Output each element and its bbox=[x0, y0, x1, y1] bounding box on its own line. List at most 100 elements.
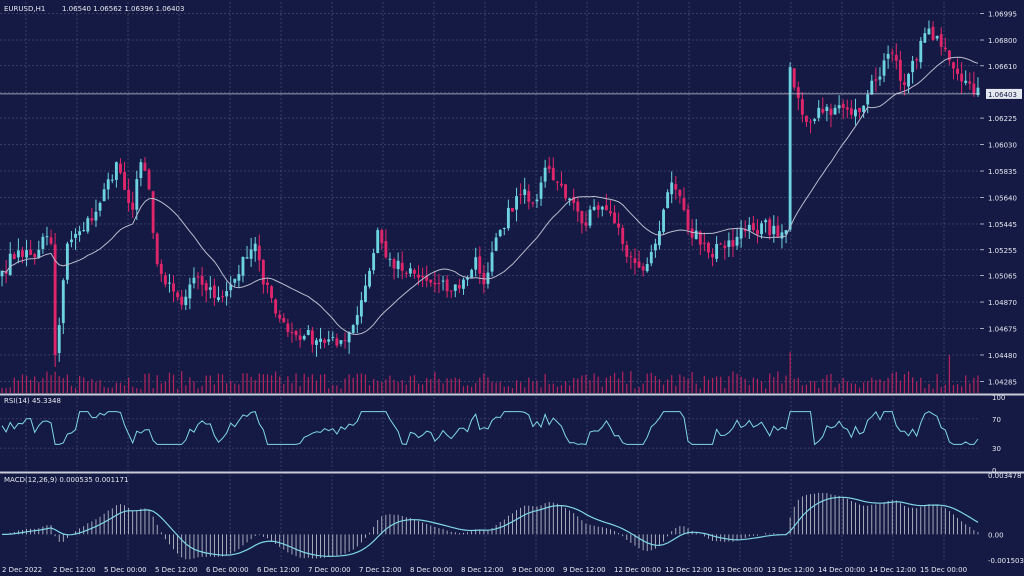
candle-body[interactable] bbox=[261, 259, 265, 285]
candle-body[interactable] bbox=[968, 81, 972, 84]
candle-body[interactable] bbox=[21, 250, 24, 257]
candle-body[interactable] bbox=[453, 284, 457, 291]
candle-body[interactable] bbox=[972, 83, 976, 94]
candle-body[interactable] bbox=[12, 254, 16, 259]
candle-body[interactable] bbox=[37, 249, 41, 258]
candle-body[interactable] bbox=[82, 230, 86, 232]
candle-body[interactable] bbox=[674, 184, 678, 190]
candle-body[interactable] bbox=[70, 239, 73, 243]
candle-body[interactable] bbox=[139, 162, 143, 179]
candle-body[interactable] bbox=[41, 236, 45, 249]
candle-body[interactable] bbox=[592, 206, 596, 210]
candle-body[interactable] bbox=[413, 269, 416, 274]
candle-body[interactable] bbox=[641, 266, 645, 271]
candle-body[interactable] bbox=[437, 282, 441, 284]
candle-body[interactable] bbox=[935, 36, 939, 39]
candle-body[interactable] bbox=[751, 223, 755, 231]
candle-body[interactable] bbox=[694, 230, 698, 240]
candle-body[interactable] bbox=[702, 242, 706, 244]
candle-body[interactable] bbox=[425, 275, 429, 281]
candle-body[interactable] bbox=[114, 162, 118, 180]
candle-body[interactable] bbox=[723, 245, 727, 249]
candle-body[interactable] bbox=[976, 87, 980, 96]
candle-body[interactable] bbox=[29, 249, 33, 256]
candle-body[interactable] bbox=[359, 300, 363, 317]
candle-body[interactable] bbox=[351, 325, 355, 333]
candle-body[interactable] bbox=[756, 229, 759, 235]
candle-body[interactable] bbox=[584, 222, 588, 226]
rsi-panel[interactable]: 100 70 30 0 bbox=[0, 394, 1005, 475]
candle-body[interactable] bbox=[837, 105, 841, 109]
candle-body[interactable] bbox=[490, 252, 494, 272]
candle-body[interactable] bbox=[302, 335, 306, 340]
candle-body[interactable] bbox=[613, 212, 616, 224]
candle-body[interactable] bbox=[511, 207, 514, 212]
candle-body[interactable] bbox=[690, 228, 694, 238]
candle-body[interactable] bbox=[788, 67, 792, 230]
candle-body[interactable] bbox=[535, 199, 539, 202]
candle-body[interactable] bbox=[290, 332, 294, 334]
candle-body[interactable] bbox=[731, 240, 735, 247]
candle-body[interactable] bbox=[396, 260, 400, 270]
candle-body[interactable] bbox=[376, 230, 380, 253]
candle-body[interactable] bbox=[364, 285, 367, 302]
candle-body[interactable] bbox=[780, 232, 784, 239]
candle-body[interactable] bbox=[119, 163, 122, 173]
candle-body[interactable] bbox=[658, 231, 661, 246]
candle-body[interactable] bbox=[392, 259, 396, 269]
candle-body[interactable] bbox=[478, 256, 482, 274]
candle-body[interactable] bbox=[78, 231, 82, 236]
candle-body[interactable] bbox=[715, 244, 719, 259]
candle-body[interactable] bbox=[927, 28, 931, 35]
candle-body[interactable] bbox=[159, 263, 163, 274]
candle-body[interactable] bbox=[421, 275, 425, 278]
candle-body[interactable] bbox=[384, 241, 388, 258]
candle-body[interactable] bbox=[596, 205, 600, 210]
candle-body[interactable] bbox=[564, 184, 567, 199]
candle-body[interactable] bbox=[315, 340, 318, 345]
candle-body[interactable] bbox=[429, 279, 433, 283]
candle-body[interactable] bbox=[282, 317, 286, 323]
candle-body[interactable] bbox=[294, 330, 298, 336]
candle-body[interactable] bbox=[163, 275, 167, 285]
candle-body[interactable] bbox=[796, 87, 800, 99]
candle-body[interactable] bbox=[466, 277, 469, 280]
candle-body[interactable] bbox=[555, 181, 559, 183]
candle-body[interactable] bbox=[278, 314, 282, 319]
candle-body[interactable] bbox=[16, 250, 20, 258]
candle-body[interactable] bbox=[543, 167, 547, 182]
candle-body[interactable] bbox=[923, 33, 927, 43]
candle-body[interactable] bbox=[200, 275, 204, 285]
candle-body[interactable] bbox=[474, 257, 478, 270]
candle-body[interactable] bbox=[335, 338, 339, 346]
candle-body[interactable] bbox=[686, 209, 690, 231]
candle-body[interactable] bbox=[286, 323, 290, 332]
candle-body[interactable] bbox=[131, 202, 135, 210]
candle-body[interactable] bbox=[8, 253, 12, 275]
candle-body[interactable] bbox=[229, 284, 233, 291]
candle-body[interactable] bbox=[270, 286, 273, 298]
candle-body[interactable] bbox=[408, 268, 412, 274]
candle-body[interactable] bbox=[882, 60, 886, 76]
candle-body[interactable] bbox=[331, 336, 335, 338]
candle-body[interactable] bbox=[854, 109, 857, 117]
candle-body[interactable] bbox=[662, 209, 665, 232]
candle-body[interactable] bbox=[433, 282, 437, 285]
candle-body[interactable] bbox=[960, 73, 964, 82]
candle-body[interactable] bbox=[339, 340, 343, 344]
candle-body[interactable] bbox=[155, 233, 159, 265]
candle-body[interactable] bbox=[817, 107, 821, 118]
candle-body[interactable] bbox=[600, 206, 604, 210]
candle-body[interactable] bbox=[825, 106, 829, 111]
candle-body[interactable] bbox=[498, 230, 502, 237]
candle-body[interactable] bbox=[180, 296, 184, 305]
candle-body[interactable] bbox=[878, 76, 882, 80]
candle-body[interactable] bbox=[147, 169, 151, 190]
candle-body[interactable] bbox=[102, 189, 106, 202]
candle-body[interactable] bbox=[143, 162, 147, 171]
macd-panel[interactable]: 0.003478 0.00 -0.001503 bbox=[2, 472, 1024, 565]
candle-body[interactable] bbox=[580, 211, 584, 224]
candle-body[interactable] bbox=[943, 47, 947, 50]
candle-body[interactable] bbox=[637, 261, 641, 268]
